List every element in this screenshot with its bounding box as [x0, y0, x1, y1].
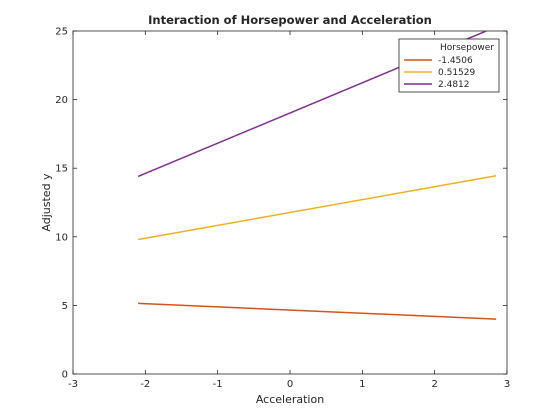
legend-label-1: 0.51529 [438, 68, 475, 78]
x-tick-label: -3 [68, 379, 78, 390]
y-tick-label: 15 [55, 164, 68, 175]
legend: Horsepower -1.4506 0.51529 2.4812 [398, 38, 500, 93]
x-tick-label: 0 [287, 379, 293, 390]
legend-label-2: 2.4812 [438, 80, 470, 90]
x-tick-label: 1 [359, 379, 365, 390]
series-line-1 [137, 175, 497, 241]
y-tick-label: 20 [55, 95, 68, 106]
chart-title: Interaction of Horsepower and Accelerati… [148, 13, 432, 27]
y-tick-label: 10 [55, 232, 68, 243]
x-tick-label: -2 [140, 379, 150, 390]
y-tick-label: 25 [55, 27, 68, 38]
y-axis-label: Adjusted y [40, 173, 53, 232]
axis-ticks: -3 -2 -1 0 1 2 3 0 5 10 15 20 25 [55, 27, 510, 391]
x-axis-label: Acceleration [256, 393, 324, 406]
legend-title: Horsepower [440, 43, 494, 53]
x-tick-label: 3 [504, 379, 510, 390]
legend-items: -1.4506 0.51529 2.4812 [404, 56, 475, 90]
legend-label-0: -1.4506 [438, 56, 473, 66]
legend-box [398, 38, 500, 93]
x-tick-label: -1 [213, 379, 223, 390]
x-tick-label: 2 [431, 379, 437, 390]
y-tick-label: 0 [62, 370, 68, 381]
y-tick-label: 5 [62, 301, 68, 312]
series-line-0 [138, 302, 497, 320]
